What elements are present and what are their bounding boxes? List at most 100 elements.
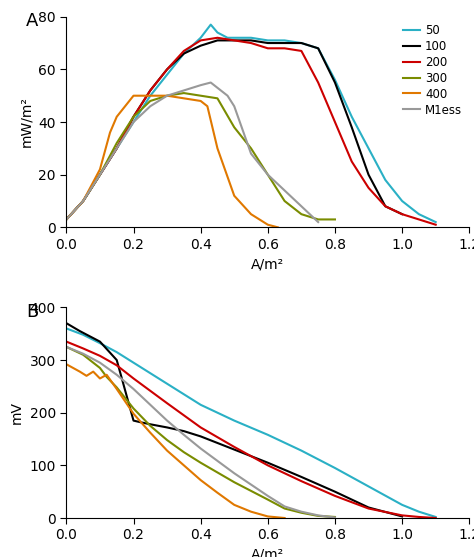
50 — [181, 50, 187, 57]
300 — [315, 216, 321, 223]
300 — [97, 172, 103, 178]
400 — [131, 92, 137, 99]
M1ess — [231, 103, 237, 110]
50 — [225, 35, 230, 41]
100 — [299, 40, 304, 46]
400 — [275, 224, 281, 231]
M1ess — [225, 92, 230, 99]
100 — [215, 37, 220, 44]
M1ess — [181, 87, 187, 94]
50 — [399, 198, 405, 204]
100 — [64, 216, 69, 223]
100 — [114, 145, 119, 152]
M1ess — [80, 198, 86, 204]
100 — [265, 40, 271, 46]
400 — [147, 92, 153, 99]
50 — [147, 92, 153, 99]
400 — [80, 198, 86, 204]
200 — [282, 45, 287, 52]
400 — [181, 95, 187, 102]
100 — [332, 79, 338, 86]
100 — [349, 124, 355, 131]
300 — [248, 145, 254, 152]
100 — [97, 172, 103, 178]
100 — [164, 66, 170, 73]
M1ess — [315, 219, 321, 226]
300 — [131, 114, 137, 120]
300 — [215, 95, 220, 102]
300 — [282, 198, 287, 204]
200 — [265, 45, 271, 52]
200 — [299, 47, 304, 54]
50 — [97, 172, 103, 178]
50 — [433, 219, 438, 226]
M1ess — [64, 216, 69, 223]
200 — [332, 119, 338, 125]
200 — [181, 47, 187, 54]
400 — [248, 211, 254, 218]
300 — [147, 97, 153, 104]
Y-axis label: mV: mV — [10, 401, 24, 424]
50 — [366, 145, 372, 152]
200 — [80, 198, 86, 204]
50 — [131, 119, 137, 125]
400 — [107, 129, 113, 136]
M1ess — [97, 172, 103, 178]
50 — [114, 145, 119, 152]
200 — [416, 216, 422, 223]
Line: 400: 400 — [66, 96, 278, 227]
Line: 100: 100 — [66, 41, 402, 219]
300 — [265, 172, 271, 178]
M1ess — [198, 82, 203, 89]
M1ess — [282, 187, 287, 194]
50 — [64, 216, 69, 223]
M1ess — [147, 103, 153, 110]
400 — [164, 92, 170, 99]
M1ess — [131, 119, 137, 125]
M1ess — [208, 79, 214, 86]
300 — [231, 124, 237, 131]
100 — [147, 87, 153, 94]
300 — [164, 92, 170, 99]
M1ess — [164, 92, 170, 99]
50 — [248, 35, 254, 41]
Line: 200: 200 — [66, 38, 436, 224]
X-axis label: A/m²: A/m² — [251, 257, 284, 271]
400 — [198, 97, 203, 104]
200 — [131, 114, 137, 120]
300 — [299, 211, 304, 218]
200 — [399, 211, 405, 218]
200 — [433, 221, 438, 228]
100 — [383, 203, 388, 209]
Text: A: A — [26, 12, 38, 31]
100 — [315, 45, 321, 52]
100 — [282, 40, 287, 46]
Line: 50: 50 — [66, 25, 436, 222]
200 — [349, 158, 355, 165]
200 — [215, 35, 220, 41]
200 — [231, 37, 237, 44]
100 — [248, 37, 254, 44]
M1ess — [265, 172, 271, 178]
300 — [181, 90, 187, 96]
200 — [315, 79, 321, 86]
200 — [164, 66, 170, 73]
100 — [181, 50, 187, 57]
300 — [80, 198, 86, 204]
400 — [114, 114, 119, 120]
100 — [131, 114, 137, 120]
300 — [64, 216, 69, 223]
50 — [80, 198, 86, 204]
100 — [366, 172, 372, 178]
M1ess — [299, 203, 304, 209]
Y-axis label: mW/m²: mW/m² — [19, 96, 33, 148]
300 — [198, 92, 203, 99]
400 — [204, 103, 210, 110]
Text: B: B — [26, 303, 38, 321]
100 — [80, 198, 86, 204]
100 — [231, 37, 237, 44]
50 — [349, 114, 355, 120]
Legend: 50, 100, 200, 300, 400, M1ess: 50, 100, 200, 300, 400, M1ess — [398, 19, 467, 121]
200 — [366, 184, 372, 191]
50 — [416, 211, 422, 218]
